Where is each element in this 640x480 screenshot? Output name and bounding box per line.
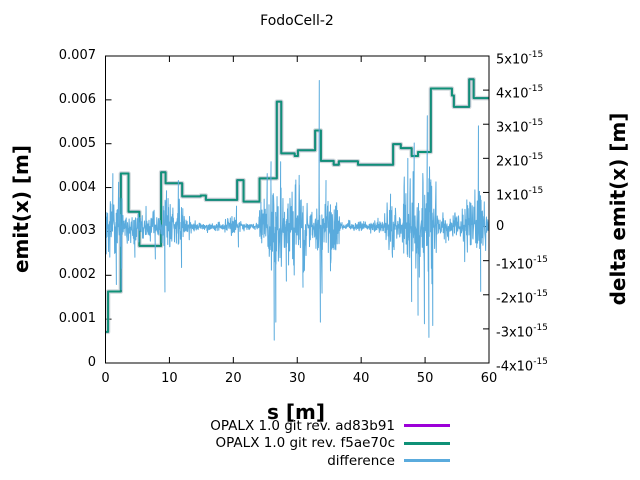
legend-row: difference xyxy=(210,452,450,470)
y-right-tick-label: 4x10-15 xyxy=(496,84,544,102)
y-right-tick-label: -3x10-15 xyxy=(496,322,548,341)
x-tick-label: 30 xyxy=(288,371,306,386)
x-tick-label: 60 xyxy=(480,371,498,386)
y-left-tick-label: 0 xyxy=(87,355,96,370)
legend-label: difference xyxy=(327,452,395,469)
legend: OPALX 1.0 git rev. ad83b91 OPALX 1.0 git … xyxy=(210,417,450,470)
y-right-tick-label: -1x10-15 xyxy=(496,254,548,272)
y-left-tick-label: 0.001 xyxy=(58,311,96,327)
x-tick-label: 0 xyxy=(101,371,110,386)
legend-line-swatch xyxy=(404,459,450,463)
y-right-tick-label: 5x10-15 xyxy=(496,50,544,68)
chart-title: FodoCell-2 xyxy=(260,13,334,29)
x-axis-title: s [m] xyxy=(267,400,325,424)
y-left-tick-label: 0.002 xyxy=(58,267,96,283)
y-right-tick-label: 1x10-15 xyxy=(496,186,544,204)
y-axis-left-title: emit(x) [m] xyxy=(9,144,33,274)
y-right-tick-label: 2x10-15 xyxy=(496,152,544,170)
plot-border xyxy=(105,55,490,364)
legend-row: OPALX 1.0 git rev. ad83b91 xyxy=(210,417,450,435)
x-tick-label: 40 xyxy=(352,371,370,386)
y-left-tick-label: 0.004 xyxy=(58,179,96,195)
y-right-tick-label: 0 xyxy=(496,218,505,234)
y-right-tick-label: 3x10-15 xyxy=(496,118,544,136)
series-1 xyxy=(105,78,489,333)
series-2 xyxy=(105,80,490,341)
y-axis-right-title: delta emit(x) [m] xyxy=(606,112,630,306)
legend-line-swatch xyxy=(404,424,450,428)
y-left-tick-label: 0.007 xyxy=(58,48,96,63)
legend-row: OPALX 1.0 git rev. f5ae70c xyxy=(210,435,450,453)
x-tick-label: 10 xyxy=(161,371,178,386)
legend-label: OPALX 1.0 git rev. f5ae70c xyxy=(215,435,395,452)
y-left-tick-label: 0.005 xyxy=(58,135,96,151)
x-tick-label: 50 xyxy=(416,371,434,386)
legend-label: OPALX 1.0 git rev. ad83b91 xyxy=(210,417,395,434)
y-right-tick-label: -4x10-15 xyxy=(496,357,548,375)
y-right-tick-label: -2x10-15 xyxy=(496,288,548,307)
y-left-tick-label: 0.003 xyxy=(58,223,96,239)
legend-line-swatch xyxy=(404,441,450,445)
y-left-tick-label: 0.006 xyxy=(58,91,96,107)
x-tick-label: 20 xyxy=(225,371,242,386)
